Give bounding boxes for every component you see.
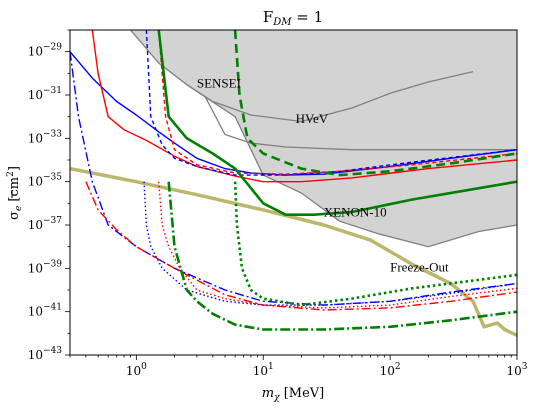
freeze-out-line xyxy=(70,166,517,337)
y-tick-label: 10−43 xyxy=(28,346,63,362)
y-axis-label: σe [cm2] xyxy=(6,166,24,220)
series-line-6 xyxy=(233,30,517,177)
chart-title: FDM = 1 xyxy=(263,8,323,28)
annotation-freeze-out: Freeze-Out xyxy=(390,260,449,275)
x-tick-label: 102 xyxy=(380,362,401,378)
y-tick-label: 10−39 xyxy=(28,259,63,275)
series-line-11 xyxy=(233,181,517,307)
annotations: SENSEI HVeV XENON-10 Freeze-Out xyxy=(197,76,449,275)
y-tick-label: 10−37 xyxy=(28,216,63,232)
axes-frame xyxy=(69,29,518,356)
series-line-12 xyxy=(167,181,517,331)
annotation-xenon-10: XENON-10 xyxy=(324,204,387,219)
plot-area xyxy=(70,30,517,337)
excluded-region-boundary xyxy=(130,30,517,248)
y-tick-label: 10−33 xyxy=(28,129,63,145)
experiment-curve-hvev xyxy=(204,96,517,151)
series-line-5 xyxy=(157,30,517,216)
annotation-sensei: SENSEI xyxy=(197,76,241,91)
x-tick-label: 103 xyxy=(506,362,527,378)
x-tick-label: 101 xyxy=(253,362,274,378)
x-axis-label: mχ [MeV] xyxy=(262,386,324,403)
y-tick-label: 10−41 xyxy=(28,303,62,319)
y-tick-label: 10−35 xyxy=(28,173,63,189)
series-line-9 xyxy=(143,181,517,306)
series-line-2 xyxy=(91,30,517,183)
axis-ticks: 100 101 102 103 10−29 10−31 10−33 10−35 10−37 10−… xyxy=(28,29,528,378)
series-line-4 xyxy=(158,30,517,175)
series-line-3 xyxy=(145,30,517,176)
annotation-hvev: HVeV xyxy=(296,111,329,126)
experiment-curve-sensei xyxy=(186,70,474,123)
x-tick-label: 100 xyxy=(126,362,147,378)
y-tick-label: 10−29 xyxy=(28,43,63,59)
series-line-7 xyxy=(70,51,517,306)
y-tick-label: 10−31 xyxy=(28,86,62,102)
